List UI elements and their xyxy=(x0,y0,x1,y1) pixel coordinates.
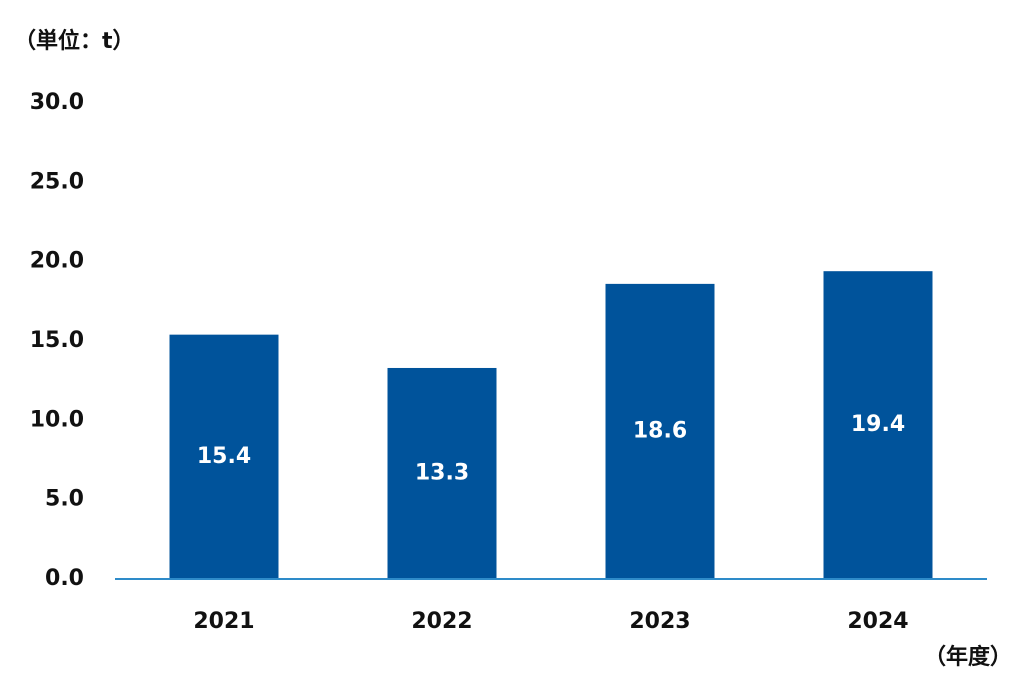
y-tick-label: 5.0 xyxy=(45,487,84,512)
x-tick-label: 2021 xyxy=(193,609,254,634)
x-tick-label: 2024 xyxy=(847,609,908,634)
x-tick-label: 2022 xyxy=(411,609,472,634)
y-tick-label: 15.0 xyxy=(30,328,84,353)
data-label: 13.3 xyxy=(415,460,469,485)
bar xyxy=(823,271,933,579)
y-tick-label: 25.0 xyxy=(30,169,84,194)
x-tick-label: 2023 xyxy=(629,609,690,634)
y-tick-label: 20.0 xyxy=(30,249,84,274)
x-axis-unit: （年度） xyxy=(924,644,1012,670)
y-tick-label: 30.0 xyxy=(30,90,84,115)
data-label: 19.4 xyxy=(851,412,905,437)
y-axis-unit: （単位：t） xyxy=(14,28,135,54)
bar xyxy=(605,283,715,579)
y-tick-label: 10.0 xyxy=(30,407,84,432)
bar xyxy=(169,334,279,579)
bar xyxy=(387,367,497,579)
y-tick-label: 0.0 xyxy=(45,566,84,591)
data-label: 18.6 xyxy=(633,418,687,443)
data-label: 15.4 xyxy=(197,444,251,469)
